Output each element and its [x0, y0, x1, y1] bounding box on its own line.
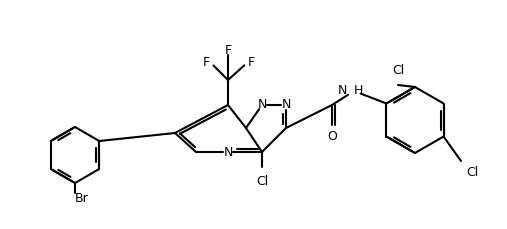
- Text: N: N: [281, 98, 291, 112]
- Text: F: F: [203, 55, 210, 68]
- Text: Cl: Cl: [256, 175, 268, 188]
- Text: F: F: [225, 44, 232, 57]
- Text: F: F: [248, 55, 255, 68]
- Text: N: N: [258, 98, 267, 112]
- Text: Cl: Cl: [392, 64, 404, 77]
- Text: H: H: [354, 85, 364, 98]
- Text: N: N: [338, 85, 347, 98]
- Text: Cl: Cl: [466, 166, 478, 179]
- Text: Br: Br: [75, 193, 89, 205]
- Text: O: O: [327, 130, 337, 143]
- Text: N: N: [223, 145, 233, 158]
